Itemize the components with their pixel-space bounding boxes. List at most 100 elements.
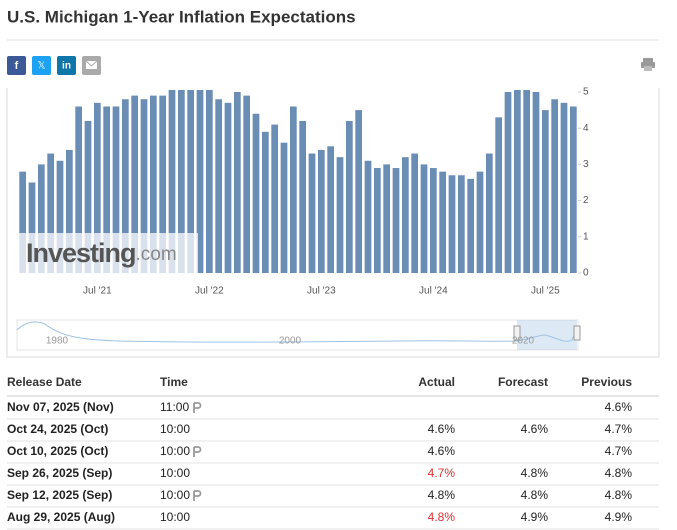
cell-time: 10:00 xyxy=(160,444,190,458)
navigator-handle[interactable] xyxy=(513,325,521,341)
print-button[interactable] xyxy=(641,58,655,71)
bar xyxy=(457,175,465,273)
bar xyxy=(177,90,185,274)
cell-date: Aug 29, 2025 (Aug) xyxy=(7,510,115,524)
bar xyxy=(364,160,372,273)
preliminary-icon xyxy=(193,402,202,413)
column-header: Actual xyxy=(418,375,455,389)
navigator-handle[interactable] xyxy=(573,325,581,341)
watermark-brand: Investing xyxy=(26,238,136,268)
bar xyxy=(243,95,251,274)
print-icon xyxy=(643,58,653,62)
bar xyxy=(336,157,344,273)
y-tick-label: 2 xyxy=(583,195,589,206)
bar xyxy=(308,153,316,273)
bar xyxy=(159,95,167,274)
history-table: Release Date Time Actual Forecast Previous No… xyxy=(7,375,659,530)
bar xyxy=(513,90,521,274)
y-tick-label: 0 xyxy=(583,268,589,279)
bar xyxy=(429,168,437,273)
navigator-selection[interactable] xyxy=(517,320,577,350)
bar xyxy=(233,92,241,273)
column-header: Forecast xyxy=(498,375,548,389)
bar xyxy=(121,99,129,274)
share-x[interactable] xyxy=(32,56,51,75)
share-linkedin[interactable] xyxy=(57,56,76,75)
bar xyxy=(383,164,391,273)
print-icon xyxy=(644,66,652,71)
cell-previous: 4.6% xyxy=(605,400,633,414)
cell-forecast: 4.8% xyxy=(521,488,549,502)
page-title: U.S. Michigan 1-Year Inflation Expectati… xyxy=(7,7,356,26)
plot xyxy=(19,90,577,274)
bar xyxy=(401,157,409,273)
bar xyxy=(280,142,288,273)
bar xyxy=(476,171,484,273)
cell-actual: 4.7% xyxy=(428,466,456,480)
column-header: Time xyxy=(160,375,188,389)
cell-time: 10:00 xyxy=(160,466,190,480)
bar xyxy=(541,110,549,273)
column-header: Release Date xyxy=(7,375,82,389)
share-facebook[interactable] xyxy=(7,56,26,75)
preliminary-icon xyxy=(193,446,202,457)
cell-previous: 4.8% xyxy=(605,466,633,480)
y-tick-label: 4 xyxy=(583,123,589,134)
cell-actual: 4.6% xyxy=(428,422,456,436)
bar xyxy=(19,171,27,273)
overlay: 0 1 2 3 4 5 Jul '21 Jul '22 Jul '23 Jul '24 Jul '2… xyxy=(18,87,589,297)
x-tick-label: Jul '25 xyxy=(531,286,560,297)
preliminary-icon xyxy=(193,490,202,501)
navigator-line xyxy=(16,321,578,343)
bar xyxy=(439,171,447,273)
bar xyxy=(467,178,475,273)
cell-actual: 4.6% xyxy=(428,444,456,458)
bar xyxy=(495,117,503,273)
mail-icon xyxy=(85,60,98,67)
y-tick-label: 1 xyxy=(583,231,589,242)
bar xyxy=(569,106,577,273)
chart-frame xyxy=(6,88,660,358)
navigator-label: 2000 xyxy=(279,336,302,347)
cell-forecast: 4.8% xyxy=(521,466,549,480)
bar xyxy=(271,124,279,273)
mail-icon xyxy=(86,61,97,69)
cell-date: Oct 10, 2025 (Oct) xyxy=(7,444,108,458)
bar xyxy=(289,106,297,273)
watermark-suffix: .com xyxy=(136,244,177,265)
bar xyxy=(205,90,213,273)
bar xyxy=(252,113,260,273)
share-label: in xyxy=(62,61,71,72)
bar xyxy=(317,149,325,273)
bar xyxy=(65,149,73,273)
bar xyxy=(551,99,559,274)
column-header: Previous xyxy=(581,375,632,389)
bar xyxy=(196,90,204,273)
bar xyxy=(56,160,64,273)
bar xyxy=(485,153,493,273)
cell-actual: 4.8% xyxy=(428,510,456,524)
y-tick-label: 5 xyxy=(583,87,589,98)
bar xyxy=(131,95,139,274)
bar xyxy=(373,168,381,273)
share-label: 𝕏 xyxy=(37,61,45,72)
bar xyxy=(112,106,120,273)
cell-date: Oct 24, 2025 (Oct) xyxy=(7,422,108,436)
bar xyxy=(168,90,176,274)
bar xyxy=(215,99,223,274)
cell-forecast: 4.6% xyxy=(521,422,549,436)
cell-time: 10:00 xyxy=(160,422,190,436)
cell-date: Sep 12, 2025 (Sep) xyxy=(7,488,112,502)
bar xyxy=(532,92,540,273)
bar xyxy=(504,92,512,273)
bar xyxy=(299,120,307,274)
cell-time: 10:00 xyxy=(160,488,190,502)
x-tick-label: Jul '23 xyxy=(307,286,336,297)
cell-previous: 4.7% xyxy=(605,444,633,458)
bar xyxy=(93,102,101,273)
navigator-label: 1980 xyxy=(46,336,69,347)
bar xyxy=(140,99,148,274)
x-tick-label: Jul '21 xyxy=(83,286,112,297)
cell-time: 11:00 xyxy=(160,400,189,414)
